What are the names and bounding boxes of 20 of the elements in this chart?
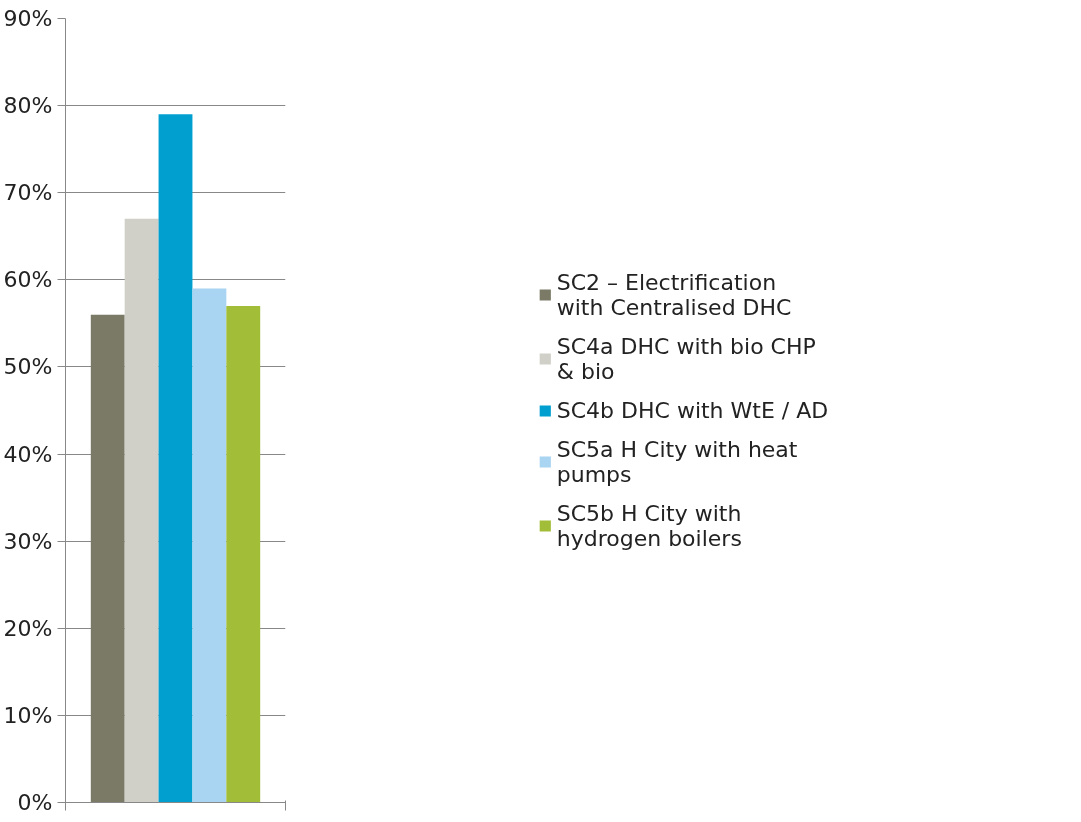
y-tick-label: 0% xyxy=(17,790,53,815)
y-tick-label: 30% xyxy=(3,528,53,554)
legend-label: SC4a DHC with bio CHP & bio xyxy=(556,333,816,384)
bar xyxy=(192,288,227,803)
y-tick-label: 80% xyxy=(3,93,53,119)
legend-label: SC5b H City with hydrogen boilers xyxy=(556,500,742,551)
y-tick-label: 70% xyxy=(3,180,53,206)
legend-label: SC2 – Electrification with Centralised DHC xyxy=(556,269,792,320)
bar xyxy=(226,305,261,803)
bar xyxy=(158,114,193,803)
legend-label: SC4b DHC with WtE / AD xyxy=(556,397,829,423)
bar xyxy=(90,314,125,803)
y-tick-label: 90% xyxy=(3,6,53,31)
bar xyxy=(124,218,159,803)
y-tick-label: 50% xyxy=(3,354,53,380)
y-tick-label: 40% xyxy=(3,441,53,467)
y-tick-label: 20% xyxy=(3,615,53,641)
y-tick-label: 10% xyxy=(3,702,53,728)
y-tick-label: 60% xyxy=(3,267,53,293)
legend-label: SC5a H City with heat pumps xyxy=(556,436,798,487)
